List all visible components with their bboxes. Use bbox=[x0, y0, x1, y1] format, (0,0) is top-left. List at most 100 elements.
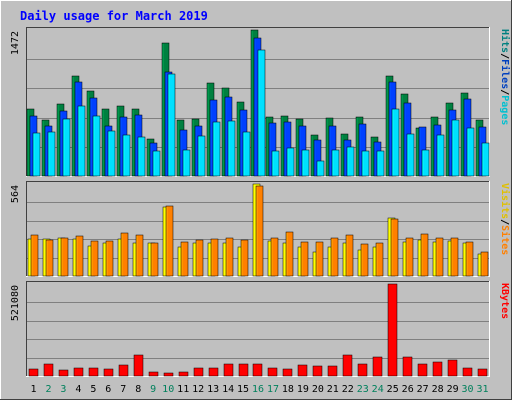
bar-sites bbox=[345, 234, 354, 277]
bar-kbytes bbox=[28, 368, 39, 377]
series-legend: KBytes bbox=[499, 283, 510, 319]
bar-pages bbox=[451, 119, 460, 177]
y-axis-max-label: 521080 bbox=[10, 285, 21, 321]
x-tick-label: 26 bbox=[402, 384, 414, 395]
bar-kbytes bbox=[327, 365, 338, 377]
x-tick-label: 17 bbox=[267, 384, 279, 395]
bar-pages bbox=[227, 120, 236, 177]
bar-kbytes bbox=[372, 356, 383, 377]
bar-sites bbox=[315, 241, 324, 277]
bar-sites bbox=[480, 251, 489, 277]
bar-sites bbox=[225, 237, 234, 277]
legend-separator: / bbox=[499, 89, 510, 95]
x-tick-label: 19 bbox=[297, 384, 309, 395]
bar-sites bbox=[105, 240, 114, 277]
x-tick-label: 28 bbox=[432, 384, 444, 395]
x-tick-label: 31 bbox=[476, 384, 488, 395]
bar-pages bbox=[212, 121, 221, 177]
x-tick-label: 22 bbox=[342, 384, 354, 395]
bar-sites bbox=[330, 237, 339, 277]
bar-sites bbox=[465, 241, 474, 277]
bar-pages bbox=[47, 131, 56, 177]
bar-pages bbox=[436, 134, 445, 177]
bar-kbytes bbox=[163, 372, 174, 377]
bar-kbytes bbox=[462, 367, 473, 377]
chart-panel-3: 521080 KBytes bbox=[10, 281, 510, 377]
bar-pages bbox=[286, 147, 295, 177]
bar-sites bbox=[450, 237, 459, 277]
bar-pages bbox=[242, 131, 251, 177]
x-tick-label: 11 bbox=[177, 384, 189, 395]
bar-sites bbox=[75, 235, 84, 277]
chart-title: Daily usage for March 2019 bbox=[20, 9, 208, 23]
bar-pages bbox=[257, 49, 266, 177]
x-tick-label: 13 bbox=[207, 384, 219, 395]
bar-kbytes bbox=[447, 359, 458, 377]
x-tick-label: 25 bbox=[387, 384, 399, 395]
y-axis-max-label: 564 bbox=[10, 185, 21, 203]
x-tick-label: 10 bbox=[162, 384, 174, 395]
bar-sites bbox=[390, 218, 399, 277]
bar-kbytes bbox=[118, 364, 129, 377]
bar-kbytes bbox=[178, 371, 189, 377]
bar-sites bbox=[165, 205, 174, 277]
bar-kbytes bbox=[148, 371, 159, 377]
bar-pages bbox=[137, 136, 146, 177]
bar-sites bbox=[180, 241, 189, 277]
bar-kbytes bbox=[417, 363, 428, 377]
x-tick-label: 2 bbox=[45, 384, 51, 395]
bar-kbytes bbox=[477, 368, 488, 377]
chart-panel-2: 564 Visits/Sites bbox=[10, 181, 511, 277]
bar-sites bbox=[45, 239, 54, 277]
bar-kbytes bbox=[402, 356, 413, 377]
bar-sites bbox=[120, 232, 129, 277]
bar-pages bbox=[361, 150, 370, 177]
bar-pages bbox=[167, 73, 176, 177]
legend-files: Files bbox=[499, 59, 511, 89]
x-tick-label: 21 bbox=[327, 384, 339, 395]
x-axis-labels: 1 2 3 4 5 6 7 8 9 10 11 12 13 14 15 16 17 18 19 20 21 22 23 24 2… bbox=[30, 384, 488, 395]
x-tick-label: 16 bbox=[252, 384, 264, 395]
x-tick-label: 14 bbox=[222, 384, 234, 395]
bar-pages bbox=[92, 115, 101, 177]
x-tick-label: 5 bbox=[90, 384, 96, 395]
bar-pages bbox=[107, 130, 116, 177]
bar-pages bbox=[481, 142, 490, 177]
bar-kbytes bbox=[103, 368, 114, 377]
bar-sites bbox=[255, 185, 264, 277]
bar-kbytes bbox=[223, 363, 234, 377]
bar-pages bbox=[466, 127, 475, 177]
bar-pages bbox=[182, 149, 191, 177]
legend-separator: / bbox=[499, 53, 510, 59]
bar-sites bbox=[360, 243, 369, 277]
bar-sites bbox=[90, 240, 99, 277]
bar-pages bbox=[346, 146, 355, 177]
bar-kbytes bbox=[73, 367, 84, 377]
x-tick-label: 18 bbox=[282, 384, 294, 395]
bar-pages bbox=[331, 149, 340, 177]
bar-pages bbox=[391, 108, 400, 177]
bar-sites bbox=[210, 238, 219, 277]
bar-pages bbox=[152, 150, 161, 177]
bar-pages bbox=[77, 105, 86, 177]
bar-sites bbox=[150, 242, 159, 277]
bar-sites bbox=[60, 237, 69, 277]
bar-kbytes bbox=[387, 283, 398, 377]
bar-sites bbox=[405, 237, 414, 277]
x-tick-label: 6 bbox=[105, 384, 111, 395]
bar-sites bbox=[300, 241, 309, 277]
bar-kbytes bbox=[208, 367, 219, 377]
x-tick-label: 8 bbox=[135, 384, 141, 395]
x-tick-label: 20 bbox=[312, 384, 324, 395]
chart-panel-1: 1472 Hits/Files/Pages bbox=[10, 27, 511, 177]
x-tick-label: 1 bbox=[30, 384, 36, 395]
bar-pages bbox=[197, 135, 206, 177]
bar-sites bbox=[270, 237, 279, 277]
x-tick-label: 23 bbox=[357, 384, 369, 395]
legend-separator: / bbox=[499, 219, 510, 225]
bar-kbytes bbox=[43, 363, 54, 377]
bar-kbytes bbox=[297, 364, 308, 377]
